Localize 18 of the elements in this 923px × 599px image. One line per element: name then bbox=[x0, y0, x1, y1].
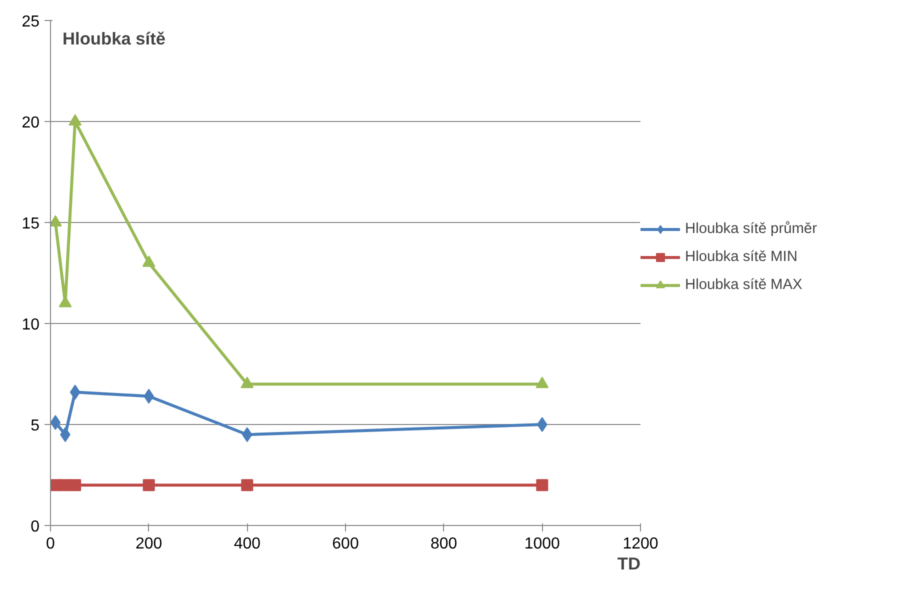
legend-label: Hloubka sítě MIN bbox=[685, 249, 798, 265]
y-tick-label: 15 bbox=[22, 216, 40, 232]
y-tick-label: 10 bbox=[22, 316, 40, 334]
legend-label: Hloubka sítě průměr bbox=[685, 221, 817, 237]
x-tick-label: 800 bbox=[430, 536, 458, 552]
legend-label: Hloubka sítě MAX bbox=[685, 277, 802, 293]
x-tick-label: 1200 bbox=[622, 536, 658, 552]
y-tick-label: 20 bbox=[22, 114, 40, 132]
text: Hloubka sítě bbox=[62, 28, 166, 48]
x-tick-label: 400 bbox=[234, 536, 261, 552]
x-tick-label: 600 bbox=[332, 536, 359, 552]
x-tick-label: 200 bbox=[135, 536, 162, 552]
y-tick-label: 5 bbox=[30, 418, 40, 434]
y-tick-label: 0 bbox=[30, 518, 40, 536]
y-tick-label: 25 bbox=[22, 14, 40, 30]
x-tick-label: 1000 bbox=[524, 536, 560, 552]
x-axis-title: TD bbox=[617, 554, 641, 574]
x-tick-label: 0 bbox=[46, 536, 56, 552]
